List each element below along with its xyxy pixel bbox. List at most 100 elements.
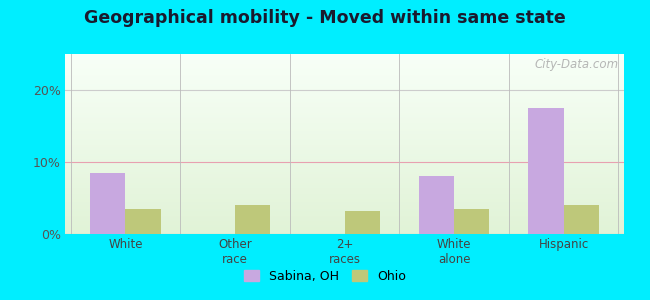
Text: City-Data.com: City-Data.com — [534, 58, 618, 70]
Bar — [65, 179, 624, 180]
Bar — [65, 115, 624, 116]
Bar — [65, 85, 624, 86]
Bar — [65, 127, 624, 128]
Bar — [125, 209, 161, 234]
Bar — [65, 62, 624, 63]
Bar — [65, 228, 624, 229]
Bar — [65, 154, 624, 155]
Bar — [65, 109, 624, 110]
Bar — [419, 176, 454, 234]
Bar — [65, 63, 624, 64]
Bar — [65, 107, 624, 108]
Bar — [65, 204, 624, 205]
Bar — [65, 196, 624, 197]
Bar — [65, 118, 624, 119]
Bar — [65, 215, 624, 216]
Bar — [65, 164, 624, 165]
Bar — [65, 180, 624, 181]
Bar — [65, 191, 624, 192]
Bar — [454, 209, 489, 234]
Bar — [65, 148, 624, 149]
Bar — [65, 224, 624, 225]
Bar — [65, 98, 624, 99]
Bar — [65, 182, 624, 183]
Bar — [65, 69, 624, 70]
Bar — [65, 194, 624, 195]
Bar — [65, 129, 624, 130]
Bar — [65, 58, 624, 59]
Bar — [65, 110, 624, 111]
Bar — [65, 158, 624, 159]
Bar — [65, 133, 624, 134]
Bar — [65, 222, 624, 223]
Bar — [65, 121, 624, 122]
Bar — [65, 141, 624, 142]
Bar — [65, 176, 624, 177]
Bar — [65, 168, 624, 169]
Bar — [65, 56, 624, 57]
Text: Geographical mobility - Moved within same state: Geographical mobility - Moved within sam… — [84, 9, 566, 27]
Legend: Sabina, OH, Ohio: Sabina, OH, Ohio — [239, 265, 411, 288]
Bar — [65, 219, 624, 220]
Bar — [65, 79, 624, 80]
Bar — [65, 162, 624, 163]
Bar — [65, 60, 624, 61]
Bar — [65, 197, 624, 198]
Bar — [65, 155, 624, 156]
Bar — [65, 151, 624, 152]
Bar — [65, 142, 624, 143]
Bar — [65, 99, 624, 100]
Bar — [65, 233, 624, 234]
Bar — [65, 163, 624, 164]
Bar — [65, 230, 624, 231]
Bar — [65, 57, 624, 58]
Bar — [65, 65, 624, 66]
Bar — [564, 205, 599, 234]
Bar — [65, 66, 624, 67]
Bar — [65, 132, 624, 133]
Bar — [65, 161, 624, 162]
Bar — [65, 202, 624, 203]
Bar — [65, 95, 624, 96]
Bar — [65, 149, 624, 150]
Bar — [65, 201, 624, 202]
Bar — [65, 87, 624, 88]
Bar — [65, 220, 624, 221]
Bar — [65, 85, 624, 86]
Bar — [65, 123, 624, 124]
Bar — [65, 214, 624, 215]
Bar — [65, 208, 624, 209]
Bar — [65, 86, 624, 87]
Bar — [65, 187, 624, 188]
Bar — [65, 114, 624, 115]
Bar — [65, 61, 624, 62]
Bar — [65, 210, 624, 211]
Bar — [65, 143, 624, 144]
Bar — [65, 166, 624, 167]
Bar — [65, 91, 624, 92]
Bar — [65, 170, 624, 171]
Bar — [65, 144, 624, 145]
Bar — [65, 188, 624, 189]
Bar — [65, 173, 624, 174]
Bar — [65, 125, 624, 126]
Bar — [65, 83, 624, 84]
Bar — [528, 108, 564, 234]
Bar — [65, 72, 624, 73]
Bar — [65, 135, 624, 136]
Bar — [65, 190, 624, 191]
Bar — [65, 103, 624, 104]
Bar — [65, 90, 624, 91]
Bar — [65, 74, 624, 75]
Bar — [65, 183, 624, 184]
Bar — [65, 165, 624, 166]
Bar — [65, 101, 624, 102]
Bar — [65, 131, 624, 132]
Bar — [65, 93, 624, 94]
Bar — [65, 189, 624, 190]
Bar — [65, 231, 624, 232]
Bar — [65, 119, 624, 120]
Bar — [65, 139, 624, 140]
Bar — [65, 113, 624, 114]
Bar — [65, 120, 624, 121]
